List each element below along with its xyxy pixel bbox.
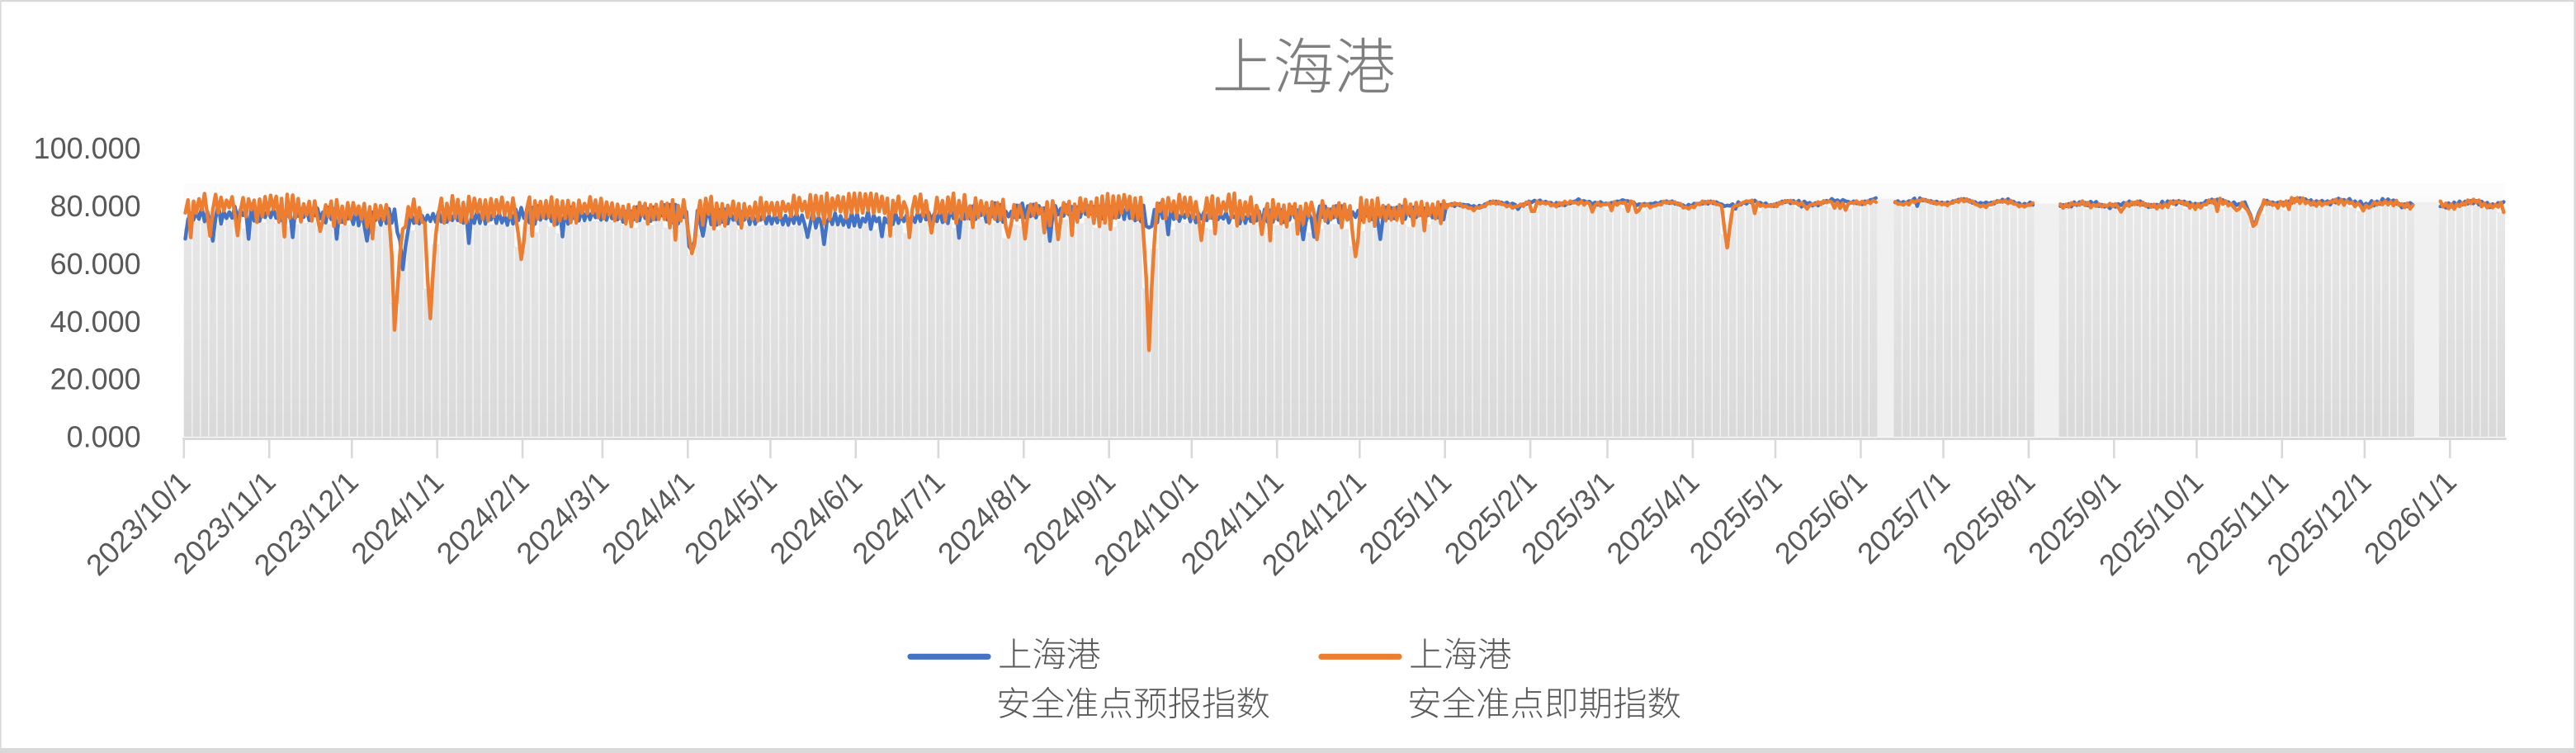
- svg-text:0.000: 0.000: [67, 420, 141, 454]
- svg-text:40.000: 40.000: [50, 305, 141, 339]
- svg-text:60.000: 60.000: [50, 247, 141, 281]
- svg-text:20.000: 20.000: [50, 362, 141, 396]
- svg-text:100.000: 100.000: [34, 131, 141, 165]
- svg-text:80.000: 80.000: [50, 189, 141, 223]
